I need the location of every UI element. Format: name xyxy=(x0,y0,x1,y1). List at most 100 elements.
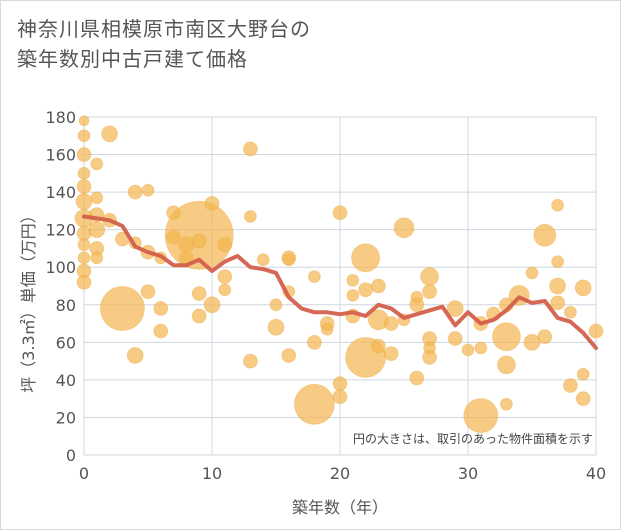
bubble-point xyxy=(217,237,233,253)
y-tick-label: 80 xyxy=(56,296,76,315)
bubble-point xyxy=(420,267,440,287)
bubble-point xyxy=(203,296,221,314)
bubble-point xyxy=(191,308,207,324)
bubble-point xyxy=(422,349,438,365)
bubble-point xyxy=(267,318,285,336)
bubble-point xyxy=(90,191,104,205)
x-tick-label: 20 xyxy=(330,464,350,483)
bubble-point xyxy=(77,166,91,180)
bubble-point xyxy=(153,301,169,316)
bubble-point xyxy=(576,367,590,381)
bubble-point xyxy=(461,343,475,357)
y-tick-label: 60 xyxy=(56,333,76,352)
y-tick-label: 0 xyxy=(66,446,76,465)
bubble-point xyxy=(90,157,104,171)
bubble-point xyxy=(551,255,564,268)
bubble-point xyxy=(153,323,169,339)
bubble-point xyxy=(90,251,104,265)
bubble-point xyxy=(463,398,499,433)
chart-title-line-2: 築年数別中古戸建て価格 xyxy=(17,47,248,71)
bubble-point xyxy=(77,129,91,143)
bubble-point xyxy=(346,288,360,302)
bubble-point xyxy=(77,238,91,252)
bubble-point xyxy=(282,253,296,267)
x-tick-label: 10 xyxy=(202,464,222,483)
bubble-point xyxy=(588,323,604,339)
bubble-point xyxy=(191,286,207,301)
y-tick-label: 140 xyxy=(45,183,76,202)
bubble-point xyxy=(243,210,257,223)
bubble-point xyxy=(75,193,93,210)
bubble-point xyxy=(499,397,513,411)
tick-labels: 0 20 40 60 80 100 120 140 160 180 0 10 20 30 40 xyxy=(45,108,606,483)
bubble-point xyxy=(332,376,348,392)
bubble-point xyxy=(537,329,553,345)
bubble-point xyxy=(307,270,321,284)
bubble-point xyxy=(76,274,92,290)
bubble-point xyxy=(332,205,348,221)
bubble-point xyxy=(575,391,591,407)
bubble-point xyxy=(409,370,425,386)
y-tick-label: 160 xyxy=(45,146,76,165)
bubble-point xyxy=(127,184,143,200)
bubble-point xyxy=(533,223,557,247)
y-tick-label: 120 xyxy=(45,221,76,240)
bubble-point xyxy=(370,278,386,294)
bubble-point xyxy=(76,147,92,162)
bubble-point xyxy=(351,243,381,273)
chart-title: 神奈川県相模原市南区大野台の 築年数別中古戸建て価格 xyxy=(17,14,311,74)
bubble-point xyxy=(332,389,348,405)
bubble-point xyxy=(269,298,283,312)
y-tick-label: 40 xyxy=(56,371,76,390)
bubble-point xyxy=(525,266,539,280)
bubble-point xyxy=(141,183,155,197)
bubble-point xyxy=(491,322,521,352)
bubble-point xyxy=(293,383,335,425)
size-annotation: 円の大きさは、取引のあった物件面積を示す xyxy=(353,431,593,446)
x-tick-label: 0 xyxy=(79,464,89,483)
bubble-point xyxy=(563,378,578,393)
bubble-point xyxy=(358,282,374,298)
bubble-point xyxy=(446,300,464,317)
bubble-point xyxy=(447,331,463,346)
bubble-point xyxy=(523,333,541,351)
average-line-layer xyxy=(82,214,598,350)
bubble-point xyxy=(346,273,360,287)
bubble-point xyxy=(204,195,220,211)
bubble-point xyxy=(422,284,438,300)
bubble-point xyxy=(140,284,156,300)
y-tick-label: 100 xyxy=(45,258,76,277)
bubble-point xyxy=(409,297,425,313)
bubble-point xyxy=(100,286,145,331)
bubble-point xyxy=(242,141,258,157)
bubble-point xyxy=(76,179,92,194)
bubble-point xyxy=(218,283,232,297)
bubble-point xyxy=(101,125,118,143)
x-tick-label: 30 xyxy=(458,464,478,483)
bubble-point xyxy=(281,348,297,363)
bubble-point xyxy=(78,115,90,127)
bubble-point xyxy=(191,233,207,249)
bubble-point xyxy=(564,305,577,319)
bubble-point xyxy=(88,221,106,239)
bubble-point xyxy=(217,269,233,285)
bubble-point xyxy=(242,353,258,369)
bubble-point xyxy=(550,295,565,311)
y-tick-label: 180 xyxy=(45,108,76,127)
chart-title-line-1: 神奈川県相模原市南区大野台の xyxy=(17,17,311,41)
bubble-point xyxy=(496,355,516,375)
bubble-point xyxy=(256,253,270,267)
bubble-point xyxy=(77,251,91,265)
bubble-point xyxy=(306,334,322,350)
x-axis-label: 築年数（年） xyxy=(292,498,388,517)
bubble-point xyxy=(320,322,334,336)
average-price-line xyxy=(82,214,598,350)
y-tick-label: 20 xyxy=(56,408,76,427)
bubble-point xyxy=(126,347,144,364)
x-tick-label: 40 xyxy=(586,464,606,483)
bubble-point xyxy=(551,198,564,212)
bubble-point xyxy=(370,338,386,354)
bubble-point xyxy=(393,217,415,239)
bubble-point xyxy=(549,277,566,295)
